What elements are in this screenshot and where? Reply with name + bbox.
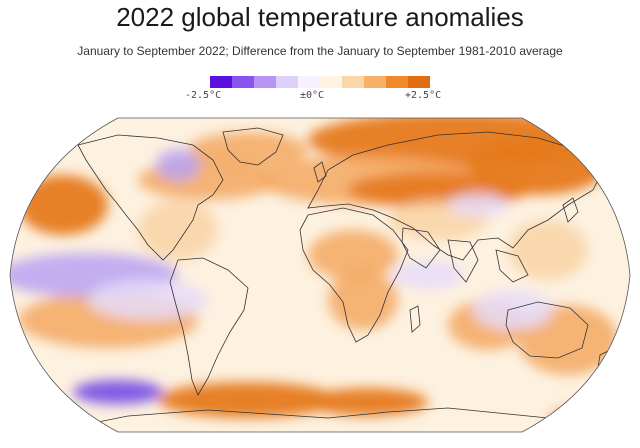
anomaly-west-pacific: [508, 220, 588, 280]
anomaly-central-africa: [328, 270, 398, 330]
legend-swatch-4: [298, 76, 320, 88]
coast-southeast-asia: [495, 249, 529, 283]
legend-swatch-0: [210, 76, 232, 88]
coast-india: [447, 239, 479, 283]
world-anomaly-map-svg: [9, 117, 631, 433]
coast-antarctica: [67, 407, 609, 429]
coast-australia: [505, 301, 589, 359]
legend-swatch-6: [342, 76, 364, 88]
legend-color-scale: [210, 76, 430, 88]
coast-japan: [562, 197, 579, 223]
anomaly-east-pacific: [88, 280, 208, 320]
anomaly-north-america: [138, 200, 218, 260]
anomaly-arabian-sea: [393, 261, 463, 289]
anomaly-tibet: [448, 193, 508, 217]
legend-label-min: -2.5°C: [185, 90, 222, 101]
anomaly-field: [10, 118, 630, 432]
coast-south-america: [169, 257, 249, 396]
legend-swatch-3: [276, 76, 298, 88]
coast-eurasia: [307, 131, 604, 261]
anomaly-north-pacific: [18, 175, 108, 235]
coast-arabia: [401, 227, 441, 269]
world-map: [8, 110, 632, 440]
legend-swatch-5: [320, 76, 342, 88]
coast-uk: [313, 161, 327, 183]
map-subtitle: January to September 2022; Difference fr…: [77, 44, 563, 58]
legend-swatch-8: [386, 76, 408, 88]
anomaly-north-africa: [308, 230, 398, 280]
coast-madagascar: [409, 305, 421, 333]
legend-labels: -2.5°C ±0°C +2.5°C: [170, 90, 470, 104]
anomaly-ross-sea: [548, 405, 628, 432]
coast-north-america: [77, 134, 224, 261]
map-title: 2022 global temperature anomalies: [116, 2, 524, 32]
legend-swatch-1: [232, 76, 254, 88]
legend-label-zero: ±0°C: [300, 90, 325, 101]
anomaly-australia: [473, 290, 553, 330]
anomaly-antarctic-atlantic: [308, 388, 428, 416]
anomaly-southern-ocean-pacific: [73, 380, 163, 404]
anomaly-canada: [156, 149, 200, 181]
anomaly-greenland: [188, 132, 308, 168]
map-projection-outline: [9, 117, 631, 433]
legend-label-max: +2.5°C: [405, 90, 442, 101]
anomaly-south-atlantic: [158, 382, 338, 418]
legend-swatch-2: [254, 76, 276, 88]
legend-swatch-9: [408, 76, 430, 88]
coastlines: [67, 127, 615, 429]
coast-africa: [299, 207, 409, 343]
coast-greenland: [222, 127, 284, 166]
color-legend: [210, 76, 430, 88]
legend-swatch-7: [364, 76, 386, 88]
